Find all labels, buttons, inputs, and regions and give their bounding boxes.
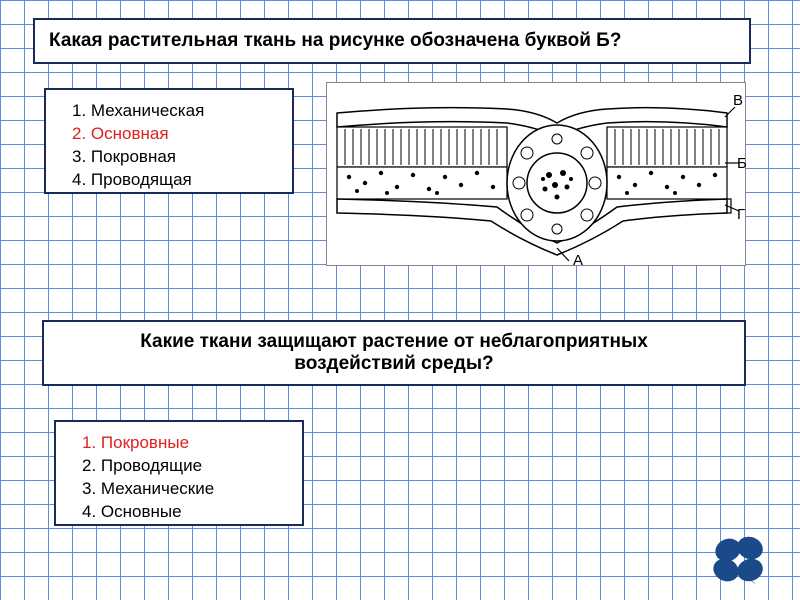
- diagram-label-a: А: [573, 252, 583, 267]
- clover-icon: [706, 532, 770, 588]
- diagram-label-v: В: [733, 92, 743, 109]
- answers-2-box: Покровные Проводящие Механические Основн…: [54, 420, 304, 526]
- answers-2-list: Покровные Проводящие Механические Основн…: [72, 432, 286, 524]
- question-1-text: Какая растительная ткань на рисунке обоз…: [49, 30, 621, 51]
- list-item: Проводящие: [82, 455, 286, 478]
- list-item: Механические: [82, 478, 286, 501]
- question-1-box: Какая растительная ткань на рисунке обоз…: [33, 18, 751, 64]
- list-item: Основная: [72, 123, 276, 146]
- list-item: Покровная: [72, 146, 276, 169]
- question-2-line2: воздействий среды?: [140, 353, 648, 375]
- list-item: Проводящая: [72, 169, 276, 192]
- leaf-diagram: А Б В Г: [326, 82, 746, 266]
- list-item: Основные: [82, 501, 286, 524]
- answers-1-box: Механическая Основная Покровная Проводящ…: [44, 88, 294, 194]
- question-2-box: Какие ткани защищают растение от неблаго…: [42, 320, 746, 386]
- list-item: Механическая: [72, 100, 276, 123]
- diagram-label-b: Б: [737, 155, 747, 172]
- answers-1-list: Механическая Основная Покровная Проводящ…: [62, 100, 276, 192]
- diagram-label-g: Г: [737, 206, 745, 223]
- list-item: Покровные: [82, 432, 286, 455]
- question-2-line1: Какие ткани защищают растение от неблаго…: [140, 331, 648, 353]
- slide-content: Какая растительная ткань на рисунке обоз…: [0, 0, 800, 600]
- leaf-cross-section-svg: А Б В Г: [327, 83, 747, 267]
